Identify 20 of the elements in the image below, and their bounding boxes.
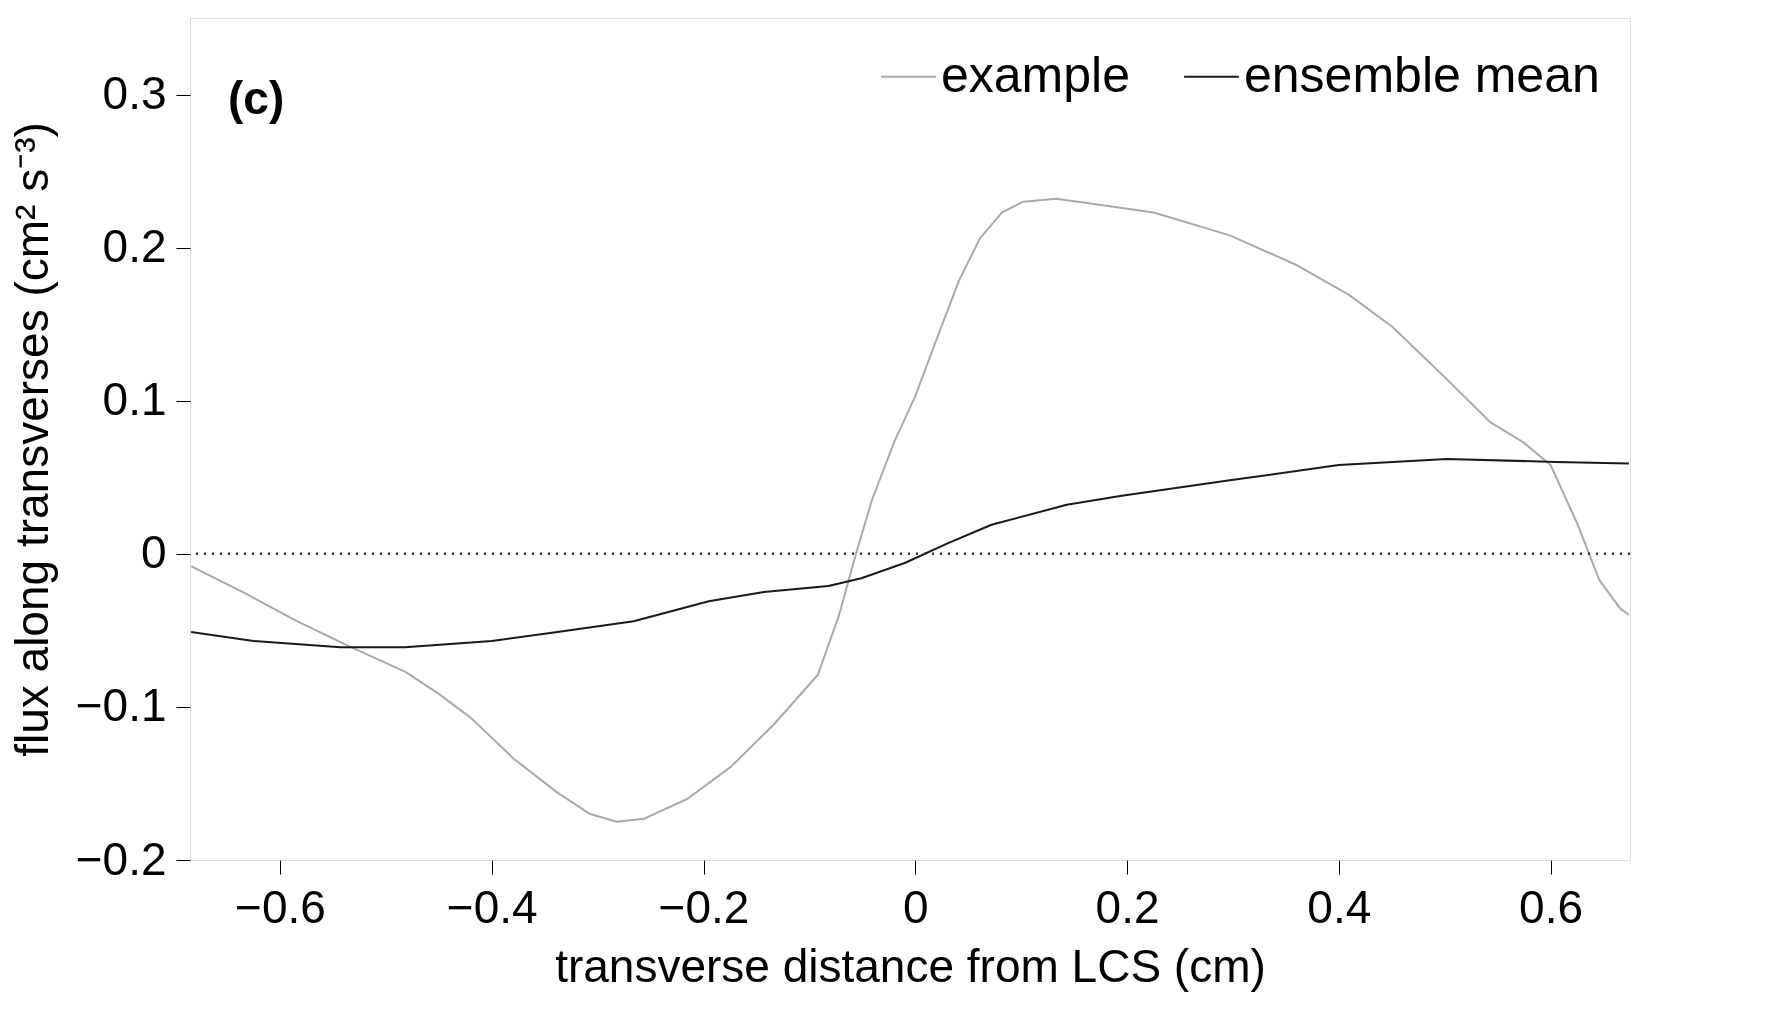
x-tick-label: −0.2 xyxy=(658,880,750,933)
x-tick-label: −0.6 xyxy=(235,880,326,933)
y-tick-label: −0.2 xyxy=(75,832,167,885)
legend-label: example xyxy=(941,46,1130,103)
y-tick-label: 0.2 xyxy=(102,220,167,273)
y-tick-label: 0.1 xyxy=(102,373,167,426)
annotation: (c) xyxy=(228,72,285,124)
x-tick-label: 0.6 xyxy=(1519,880,1584,933)
x-tick-label: 0.2 xyxy=(1095,880,1160,933)
x-tick-label: −0.4 xyxy=(446,880,538,933)
x-tick-label: 0 xyxy=(903,880,929,933)
y-tick-label: −0.1 xyxy=(75,679,167,732)
y-tick-label: 0 xyxy=(140,526,167,579)
y-tick-label: 0.3 xyxy=(102,67,167,120)
y-axis-title: flux along transverses (cm² s⁻³) xyxy=(5,122,58,757)
line-series xyxy=(190,197,1630,823)
line-series xyxy=(190,457,1630,649)
x-tick-label: 0.4 xyxy=(1307,880,1372,933)
x-axis-title: transverse distance from LCS (cm) xyxy=(555,939,1266,992)
legend-label: ensemble mean xyxy=(1244,46,1600,103)
